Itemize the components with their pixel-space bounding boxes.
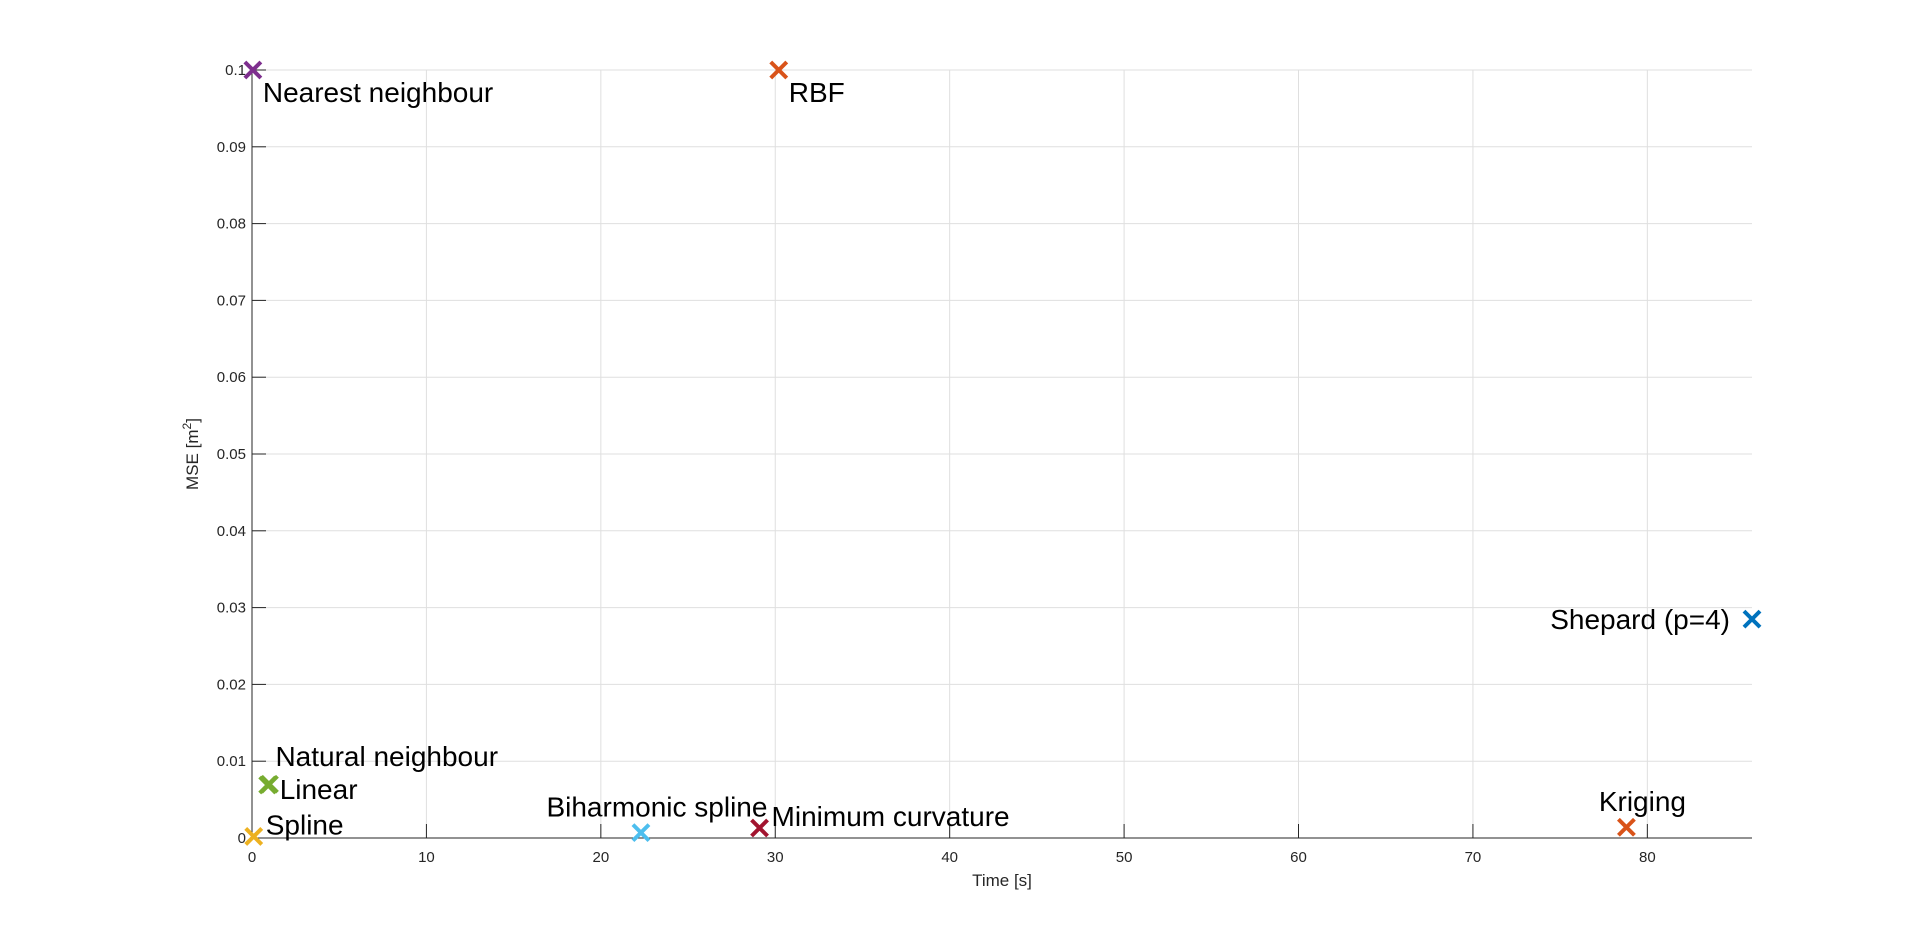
y-tick-label: 0.08: [217, 216, 246, 233]
x-marker-icon: [243, 60, 263, 80]
point-label: Kriging: [1599, 786, 1686, 817]
data-point: Linear: [258, 774, 358, 805]
data-point: Shepard (p=4): [1550, 604, 1762, 635]
y-tick-label: 0.06: [217, 369, 246, 386]
y-tick-label: 0.04: [217, 523, 246, 540]
axes: [251, 69, 1752, 839]
x-tick-label: 50: [1116, 849, 1133, 866]
point-label: Minimum curvature: [772, 801, 1010, 832]
x-tick-label: 0: [248, 849, 256, 866]
x-marker-icon: [1742, 609, 1762, 629]
data-point: Minimum curvature: [750, 801, 1010, 838]
y-axis-label-main: MSE [m: [183, 429, 202, 489]
x-axis-label: Time [s]: [972, 871, 1032, 890]
point-label: Linear: [280, 774, 358, 805]
y-tick-label: 0.05: [217, 446, 246, 463]
y-tick-label: 0.07: [217, 292, 246, 309]
point-label: Natural neighbour: [275, 741, 498, 772]
y-tick-label: 0.1: [225, 62, 246, 79]
x-marker-icon: [244, 827, 264, 846]
y-tick-label: 0.09: [217, 139, 246, 156]
point-label: RBF: [789, 77, 845, 108]
x-tick-label: 10: [418, 849, 435, 866]
data-point: RBF: [769, 60, 845, 108]
point-label: Shepard (p=4): [1550, 604, 1730, 635]
y-axis-label-suffix: ]: [183, 418, 202, 423]
x-marker-icon: [258, 775, 278, 795]
x-tick-labels: 0 10 20 30 40 50 60 70 80: [248, 849, 1656, 866]
point-label: Spline: [266, 809, 344, 840]
x-tick-label: 60: [1290, 849, 1307, 866]
data-point: Spline: [244, 809, 344, 846]
point-label: Biharmonic spline: [546, 792, 767, 823]
data-points: Nearest neighbour RBF Shepard (p=4) Natural…: [243, 60, 1762, 846]
x-tick-label: 40: [941, 849, 958, 866]
x-tick-label: 20: [592, 849, 609, 866]
x-tick-label: 30: [767, 849, 784, 866]
data-point: Biharmonic spline: [546, 792, 767, 843]
data-point: Nearest neighbour: [243, 60, 493, 108]
x-tick-label: 70: [1465, 849, 1482, 866]
y-tick-label: 0.01: [217, 753, 246, 770]
grid-lines: [251, 69, 1752, 839]
x-marker-icon: [631, 823, 651, 843]
y-tick-label: 0.03: [217, 600, 246, 617]
y-axis-label: MSE [m2]: [180, 418, 202, 490]
y-tick-labels: 0 0.01 0.02 0.03 0.04 0.05 0.06 0.07 0.08 0.09 0.1: [217, 62, 246, 847]
data-point: Kriging: [1599, 786, 1686, 837]
x-marker-icon: [750, 818, 769, 838]
y-tick-label: 0: [238, 830, 246, 847]
y-axis-label-superscript: 2: [180, 422, 194, 429]
x-marker-icon: [1617, 817, 1636, 837]
y-tick-label: 0.02: [217, 676, 246, 693]
point-label: Nearest neighbour: [263, 77, 493, 108]
x-marker-icon: [769, 60, 789, 80]
x-tick-label: 80: [1639, 849, 1656, 866]
